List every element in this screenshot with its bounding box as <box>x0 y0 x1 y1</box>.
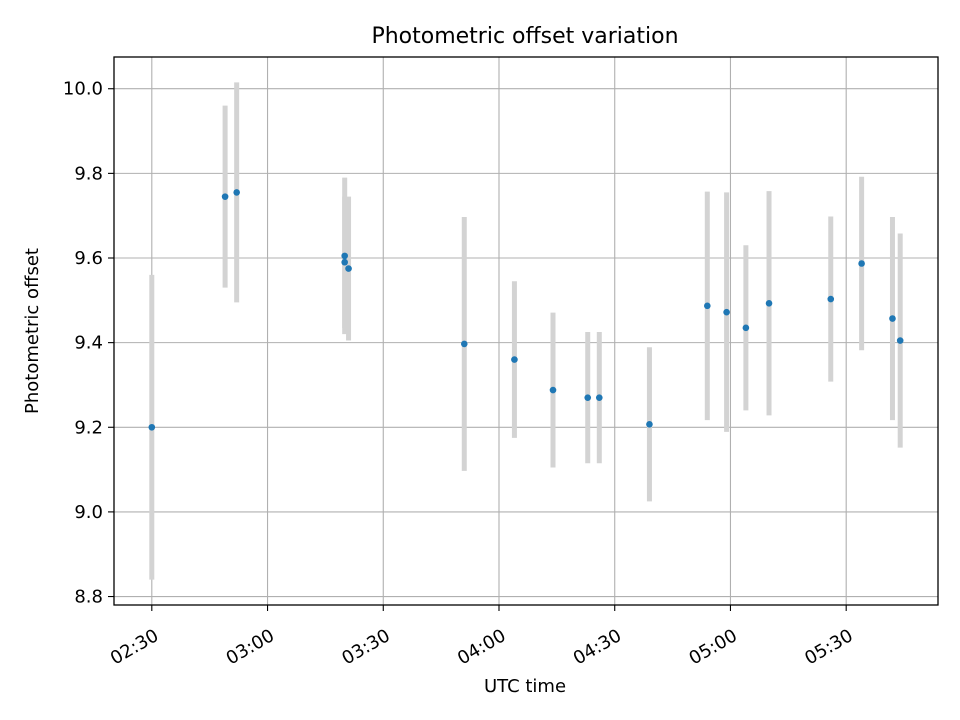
data-point <box>742 324 750 332</box>
x-axis-label: UTC time <box>484 676 566 697</box>
data-point <box>341 258 348 266</box>
y-tick-label: 10.0 <box>63 79 103 100</box>
data-point <box>765 299 773 307</box>
data-point <box>595 394 603 401</box>
data-point <box>704 302 711 310</box>
y-tick-label: 9.6 <box>74 248 103 269</box>
y-axis-label: Photometric offset <box>22 248 43 414</box>
plot-frame <box>113 56 939 606</box>
data-point <box>549 386 557 394</box>
data-point <box>723 308 730 316</box>
chart-title: Photometric offset variation <box>371 24 678 49</box>
y-axis-ticks: 8.8 9.0 9.2 9.4 9.6 9.8 10.0 <box>63 79 114 608</box>
data-point <box>148 423 156 431</box>
data-point <box>511 356 518 363</box>
data-point <box>341 252 348 260</box>
data-point <box>233 189 240 196</box>
y-tick-label: 9.4 <box>74 333 103 354</box>
data-point <box>889 315 896 322</box>
data-point <box>858 260 865 267</box>
data-point <box>646 421 653 428</box>
data-point <box>221 193 229 200</box>
y-tick-label: 9.8 <box>74 163 103 184</box>
y-tick-label: 8.8 <box>74 587 103 608</box>
data-point <box>345 265 352 272</box>
data-point <box>460 340 468 348</box>
grid-lines <box>114 57 938 605</box>
data-point <box>896 337 904 344</box>
y-tick-label: 9.2 <box>74 417 103 438</box>
data-point <box>584 394 592 401</box>
data-points <box>148 189 904 431</box>
data-point <box>827 295 835 303</box>
y-tick-label: 9.0 <box>74 502 103 523</box>
